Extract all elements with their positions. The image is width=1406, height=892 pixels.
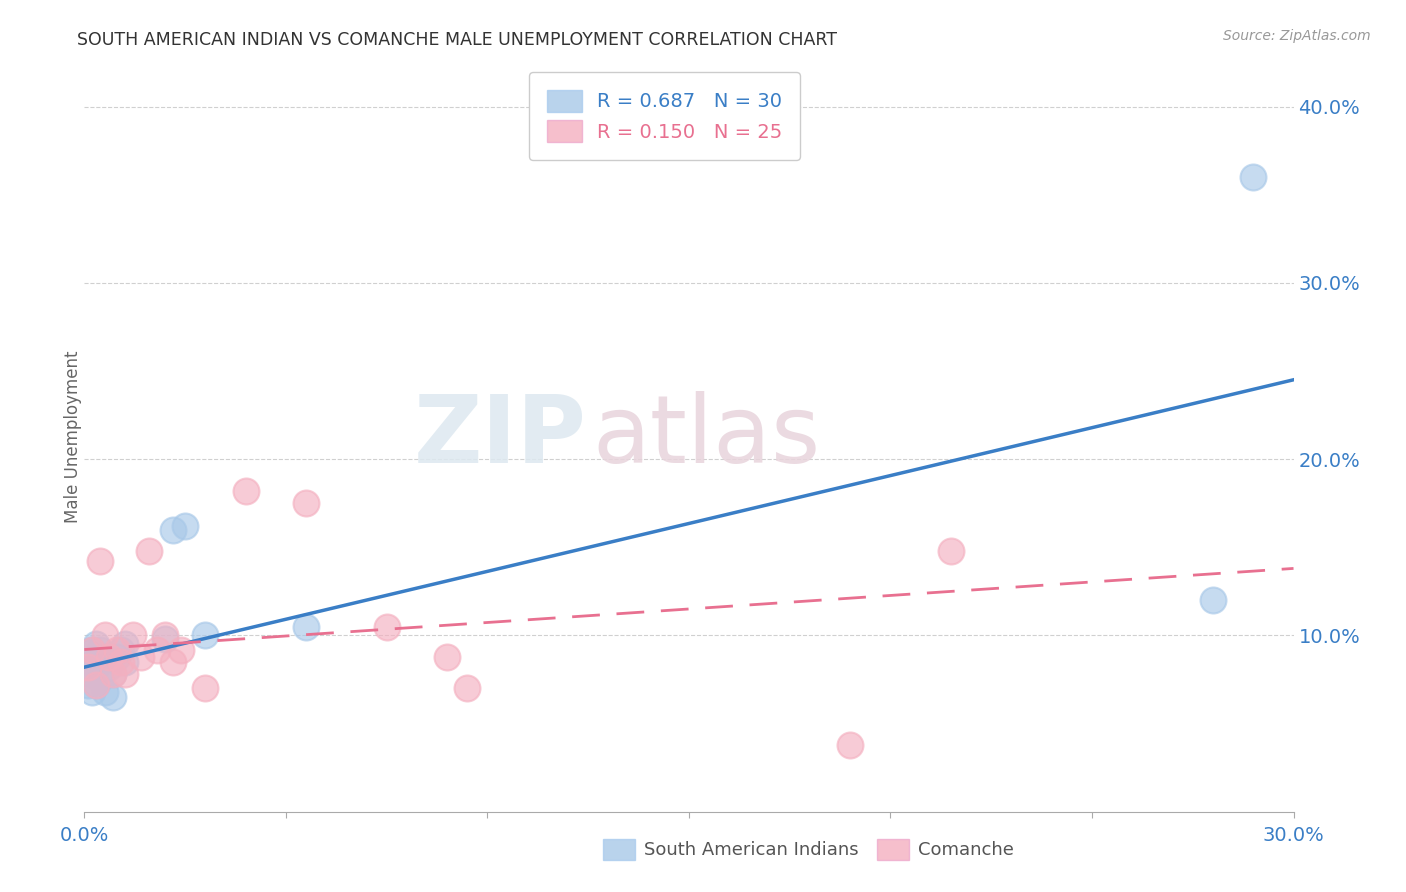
Point	[153, 632, 176, 646]
Point	[1241, 169, 1264, 184]
Point	[77, 678, 100, 692]
Text: ZIP: ZIP	[413, 391, 586, 483]
Point	[839, 738, 862, 752]
Point	[93, 628, 115, 642]
Point	[436, 649, 458, 664]
Text: SOUTH AMERICAN INDIAN VS COMANCHE MALE UNEMPLOYMENT CORRELATION CHART: SOUTH AMERICAN INDIAN VS COMANCHE MALE U…	[77, 31, 838, 49]
Point	[105, 642, 128, 657]
Point	[101, 690, 124, 705]
Point	[121, 628, 143, 642]
Point	[295, 496, 318, 510]
Text: Source: ZipAtlas.com: Source: ZipAtlas.com	[1223, 29, 1371, 43]
Point	[194, 628, 217, 642]
Point	[97, 649, 120, 664]
Text: atlas: atlas	[592, 391, 821, 483]
Point	[114, 655, 136, 669]
Point	[86, 678, 108, 692]
Point	[93, 649, 115, 664]
Point	[93, 685, 115, 699]
Point	[101, 667, 124, 681]
Point	[1202, 593, 1225, 607]
Point	[89, 673, 111, 687]
Point	[153, 628, 176, 642]
Point	[77, 660, 100, 674]
Point	[170, 642, 193, 657]
Point	[86, 649, 108, 664]
Point	[89, 655, 111, 669]
Point	[162, 523, 184, 537]
Point	[82, 655, 104, 669]
Point	[77, 660, 100, 674]
Point	[456, 681, 478, 696]
Point	[86, 678, 108, 692]
Legend: R = 0.687   N = 30, R = 0.150   N = 25: R = 0.687 N = 30, R = 0.150 N = 25	[529, 72, 800, 160]
Point	[174, 519, 197, 533]
Point	[162, 655, 184, 669]
Point	[110, 642, 132, 657]
Point	[138, 543, 160, 558]
Y-axis label: Male Unemployment: Male Unemployment	[65, 351, 82, 524]
Point	[114, 637, 136, 651]
Point	[86, 660, 108, 674]
Point	[235, 483, 257, 498]
Point	[114, 667, 136, 681]
Point	[295, 619, 318, 633]
Point	[101, 667, 124, 681]
Legend: South American Indians, Comanche: South American Indians, Comanche	[595, 831, 1022, 867]
Point	[939, 543, 962, 558]
Point	[97, 660, 120, 674]
Point	[86, 637, 108, 651]
Point	[129, 649, 152, 664]
Point	[146, 642, 169, 657]
Point	[375, 619, 398, 633]
Point	[105, 649, 128, 664]
Point	[82, 667, 104, 681]
Point	[77, 646, 100, 660]
Point	[82, 642, 104, 657]
Point	[110, 655, 132, 669]
Point	[89, 554, 111, 568]
Point	[89, 642, 111, 657]
Point	[82, 685, 104, 699]
Point	[82, 642, 104, 657]
Point	[194, 681, 217, 696]
